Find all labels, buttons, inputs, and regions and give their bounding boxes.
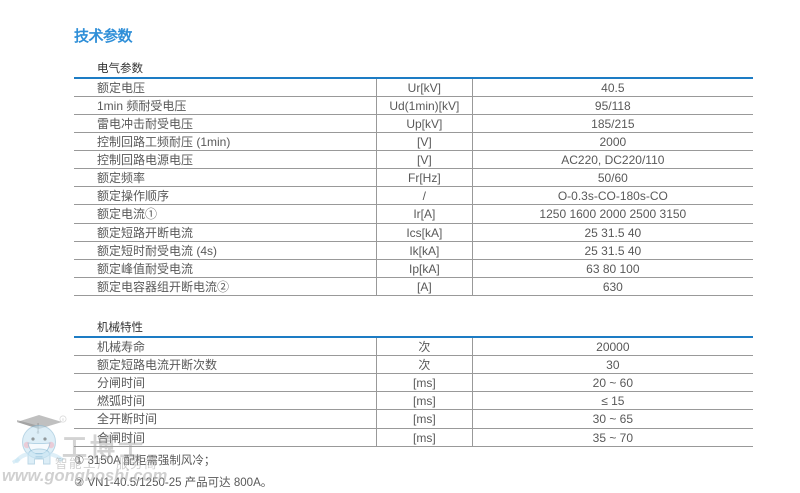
svg-text:R: R: [62, 418, 65, 422]
